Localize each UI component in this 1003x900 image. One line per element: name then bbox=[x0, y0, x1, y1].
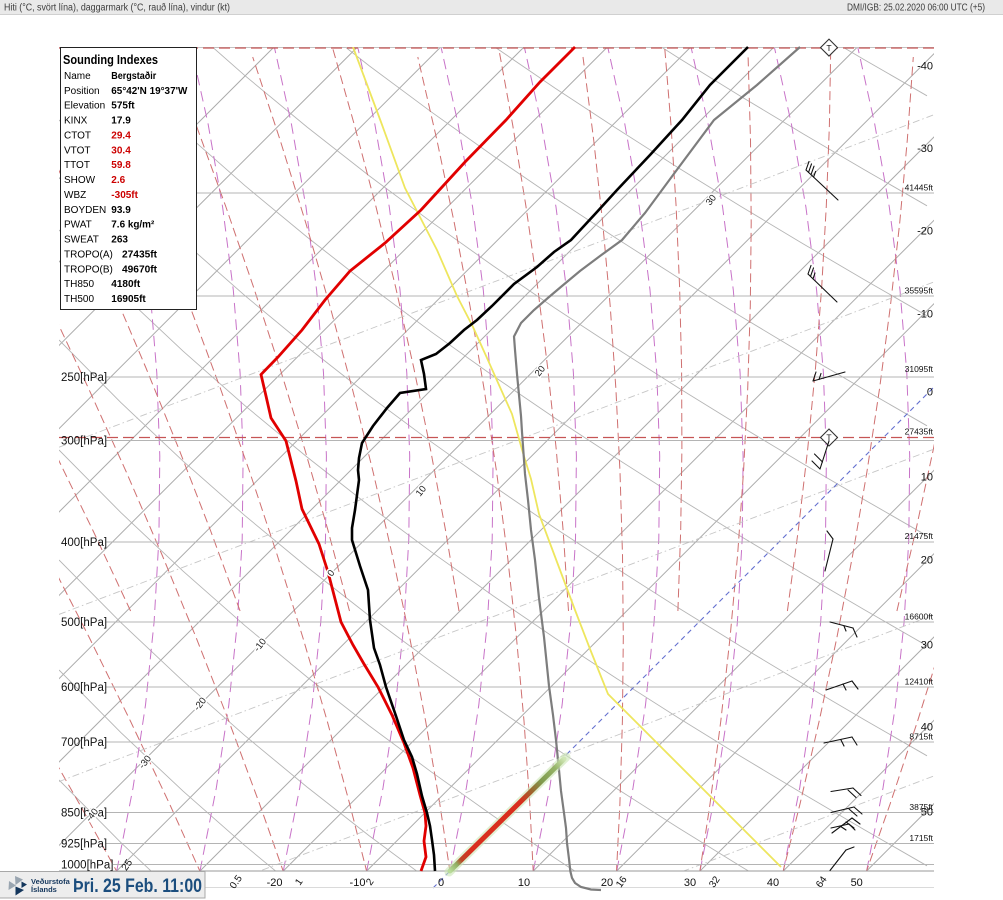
svg-text:PWAT: PWAT bbox=[64, 220, 92, 231]
svg-text:400[hPa]: 400[hPa] bbox=[61, 537, 107, 549]
svg-text:10: 10 bbox=[518, 877, 530, 889]
svg-text:SHOW: SHOW bbox=[64, 175, 96, 186]
svg-text:65°42'N 19°37'W: 65°42'N 19°37'W bbox=[111, 86, 188, 97]
svg-text:250[hPa]: 250[hPa] bbox=[61, 372, 107, 384]
svg-text:31095ft: 31095ft bbox=[905, 364, 934, 374]
svg-text:Veðurstofa: Veðurstofa bbox=[31, 877, 71, 886]
svg-text:20: 20 bbox=[601, 877, 613, 889]
svg-text:30: 30 bbox=[684, 877, 696, 889]
svg-text:27435ft: 27435ft bbox=[122, 249, 158, 260]
svg-text:4180ft: 4180ft bbox=[111, 279, 141, 290]
svg-text:TH500: TH500 bbox=[64, 294, 94, 305]
svg-text:59.8: 59.8 bbox=[111, 160, 131, 171]
svg-text:Sounding Indexes: Sounding Indexes bbox=[63, 53, 158, 67]
svg-text:41445ft: 41445ft bbox=[905, 183, 934, 193]
svg-text:93.9: 93.9 bbox=[111, 205, 131, 216]
svg-text:27435ft: 27435ft bbox=[905, 427, 934, 437]
svg-text:KINX: KINX bbox=[64, 116, 88, 127]
svg-text:50: 50 bbox=[851, 877, 863, 889]
svg-text:-10: -10 bbox=[917, 309, 933, 321]
svg-text:TTOT: TTOT bbox=[64, 160, 90, 171]
svg-text:1000[hPa]: 1000[hPa] bbox=[61, 860, 113, 872]
svg-text:12410ft: 12410ft bbox=[905, 677, 934, 687]
svg-text:925[hPa]: 925[hPa] bbox=[61, 839, 107, 851]
svg-text:Position: Position bbox=[64, 86, 100, 97]
svg-text:TH850: TH850 bbox=[64, 279, 94, 290]
svg-text:1: 1 bbox=[293, 876, 305, 887]
svg-text:8715ft: 8715ft bbox=[909, 732, 933, 742]
svg-text:21475ft: 21475ft bbox=[905, 531, 934, 541]
svg-text:T: T bbox=[826, 433, 831, 443]
svg-text:40: 40 bbox=[921, 722, 933, 734]
svg-text:49670ft: 49670ft bbox=[122, 264, 158, 275]
svg-text:TROPO(A): TROPO(A) bbox=[64, 249, 113, 260]
svg-text:CTOT: CTOT bbox=[64, 131, 91, 142]
svg-text:263: 263 bbox=[111, 235, 128, 246]
svg-text:Hiti (°C, svört lína), daggarm: Hiti (°C, svört lína), daggarmark (°C, r… bbox=[4, 2, 230, 14]
svg-text:29.4: 29.4 bbox=[111, 131, 131, 142]
svg-text:VTOT: VTOT bbox=[64, 145, 90, 156]
svg-text:0: 0 bbox=[927, 387, 933, 399]
svg-text:Elevation: Elevation bbox=[64, 101, 105, 112]
svg-text:7.6 kg/m²: 7.6 kg/m² bbox=[111, 220, 155, 231]
svg-text:Bergstaðir: Bergstaðir bbox=[111, 70, 156, 82]
svg-text:700[hPa]: 700[hPa] bbox=[61, 737, 107, 749]
svg-text:SWEAT: SWEAT bbox=[64, 235, 99, 246]
svg-text:30: 30 bbox=[921, 640, 933, 652]
svg-text:0: 0 bbox=[438, 877, 444, 889]
svg-text:-10: -10 bbox=[350, 877, 366, 889]
svg-text:2.6: 2.6 bbox=[111, 175, 125, 186]
svg-text:17.9: 17.9 bbox=[111, 116, 131, 127]
svg-text:-40: -40 bbox=[917, 61, 933, 73]
svg-text:10: 10 bbox=[921, 472, 933, 484]
svg-text:500[hPa]: 500[hPa] bbox=[61, 617, 107, 629]
svg-text:T: T bbox=[826, 43, 831, 53]
svg-text:600[hPa]: 600[hPa] bbox=[61, 682, 107, 694]
svg-text:-20: -20 bbox=[267, 877, 283, 889]
svg-text:850[hPa]: 850[hPa] bbox=[61, 808, 107, 820]
svg-text:-305ft: -305ft bbox=[111, 190, 138, 201]
svg-text:1715ft: 1715ft bbox=[909, 833, 933, 843]
svg-text:300[hPa]: 300[hPa] bbox=[61, 436, 107, 448]
svg-text:-20: -20 bbox=[917, 226, 933, 238]
svg-text:20: 20 bbox=[921, 555, 933, 567]
svg-text:16905ft: 16905ft bbox=[111, 294, 146, 305]
svg-text:50: 50 bbox=[921, 807, 933, 819]
svg-text:Þri. 25 Feb. 11:00: Þri. 25 Feb. 11:00 bbox=[73, 876, 202, 897]
svg-text:BOYDEN: BOYDEN bbox=[64, 205, 106, 216]
svg-text:2: 2 bbox=[364, 876, 376, 887]
svg-text:Name: Name bbox=[64, 71, 91, 82]
svg-text:-30: -30 bbox=[917, 143, 933, 155]
svg-text:16600ft: 16600ft bbox=[905, 612, 934, 622]
svg-text:DMI/IGB: 25.02.2020 06:00 UTC: DMI/IGB: 25.02.2020 06:00 UTC (+5) bbox=[847, 3, 985, 14]
svg-text:3875ft: 3875ft bbox=[909, 802, 933, 812]
svg-text:Íslands: Íslands bbox=[31, 885, 57, 894]
svg-text:575ft: 575ft bbox=[111, 101, 135, 112]
svg-text:30.4: 30.4 bbox=[111, 145, 131, 156]
svg-text:TROPO(B): TROPO(B) bbox=[64, 264, 113, 275]
svg-text:WBZ: WBZ bbox=[64, 190, 86, 201]
svg-text:35595ft: 35595ft bbox=[905, 286, 934, 296]
svg-text:40: 40 bbox=[767, 877, 779, 889]
